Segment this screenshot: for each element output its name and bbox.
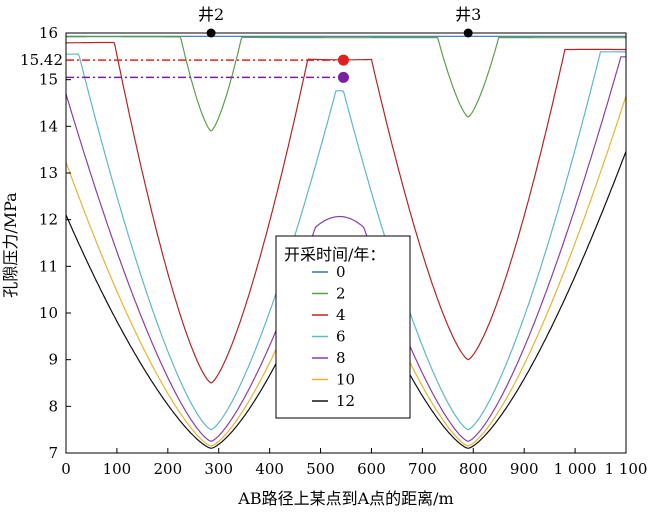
x-tick-label-0: 0 — [61, 460, 71, 478]
x-tick-label-4: 400 — [255, 460, 284, 478]
legend-entry-2: 2 — [336, 285, 346, 303]
series-line-2 — [66, 36, 626, 132]
legend-entry-10: 10 — [336, 371, 355, 389]
y-tick-label-0: 7 — [48, 444, 58, 462]
y-tick-label-5: 12 — [39, 211, 58, 229]
x-tick-label-9: 900 — [510, 460, 539, 478]
legend-box — [275, 235, 411, 419]
x-axis-label: AB路径上某点到A点的距离/m — [237, 489, 453, 508]
axes: 0 100 200 300 400 500 600 700 800 900 1 000 1 10078… — [39, 24, 648, 478]
legend: 开采时间/年：0 2 4 6 8 10 12 — [275, 235, 411, 419]
y-tick-label-7: 14 — [39, 117, 58, 135]
y-tick-label-3: 10 — [39, 304, 58, 322]
legend-entry-12: 12 — [336, 392, 355, 410]
x-tick-label-1: 100 — [103, 460, 132, 478]
well-label-0: 井2 — [198, 5, 224, 24]
x-tick-label-5: 500 — [306, 460, 335, 478]
y-tick-label-1: 8 — [48, 397, 58, 415]
y-tick-label-9: 16 — [39, 24, 58, 42]
x-tick-label-11: 1 100 — [605, 460, 648, 478]
annotation-dot-1 — [337, 71, 349, 83]
legend-title: 开采时间/年： — [284, 245, 385, 264]
y-tick-label-4: 11 — [39, 257, 58, 275]
x-tick-label-2: 200 — [153, 460, 182, 478]
plot-frame — [65, 32, 627, 454]
x-tick-label-7: 700 — [408, 460, 437, 478]
legend-entry-0: 0 — [336, 263, 346, 281]
y-tick-label-6: 13 — [39, 164, 58, 182]
y-tick-label-8: 15 — [39, 71, 58, 89]
well-label-1: 井3 — [455, 5, 481, 24]
legend-entry-6: 6 — [336, 328, 346, 346]
series-line-8 — [65, 56, 627, 442]
y-axis-label: 孔隙压力/MPa — [1, 192, 20, 298]
annotation-label-0: 15.42 — [20, 51, 63, 69]
legend-entry-8: 8 — [336, 349, 346, 367]
x-tick-label-6: 600 — [357, 460, 386, 478]
legend-entry-4: 4 — [336, 306, 346, 324]
y-tick-label-2: 9 — [48, 351, 58, 369]
annotation-dot-0 — [337, 54, 349, 66]
x-tick-label-10: 1 000 — [554, 460, 597, 478]
x-tick-label-8: 800 — [459, 460, 488, 478]
series-line-6 — [66, 51, 626, 431]
x-tick-label-3: 300 — [204, 460, 233, 478]
